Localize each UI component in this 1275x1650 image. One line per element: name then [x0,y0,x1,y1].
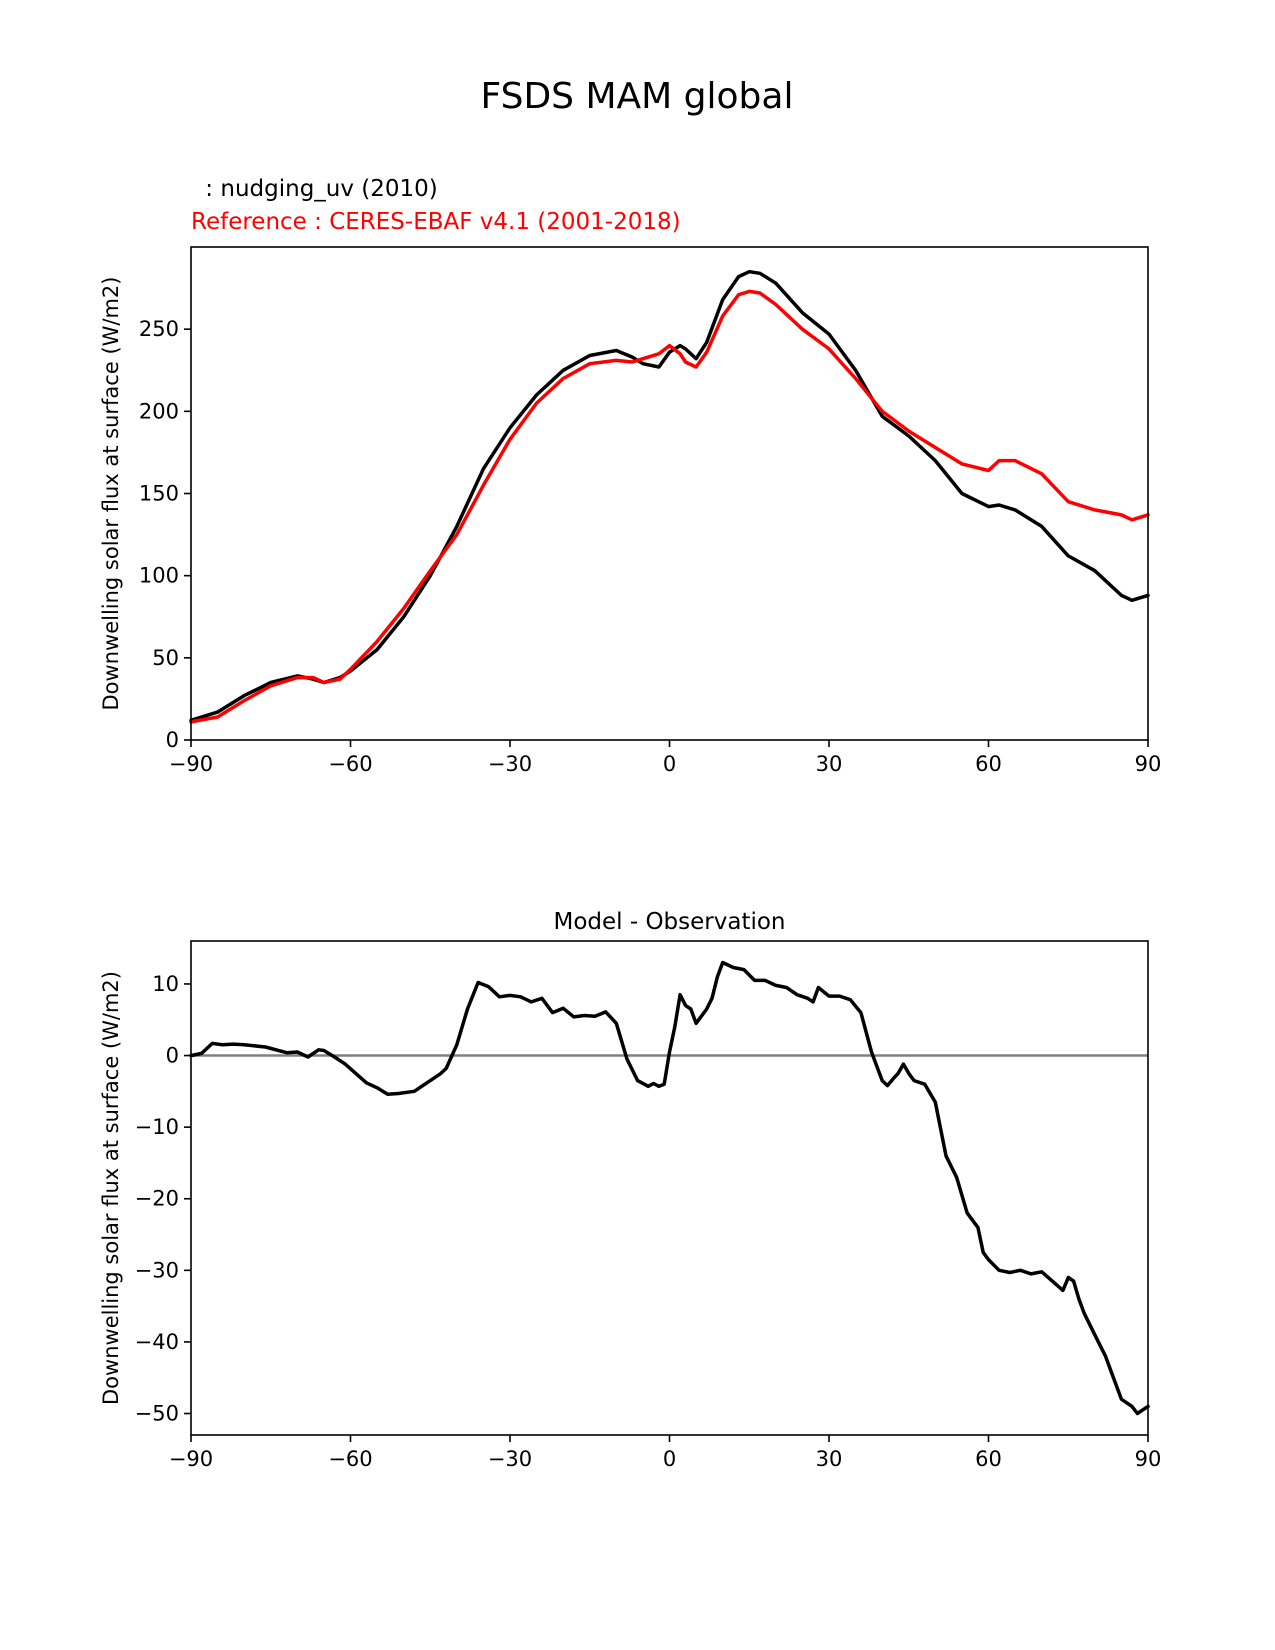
y-axis-label: Downwelling solar flux at surface (W/m2) [99,277,123,711]
x-tick-label: 60 [975,1447,1002,1471]
series-line-model [189,960,1150,1416]
y-tick-label: 0 [166,728,179,752]
y-tick-label: 100 [139,564,179,588]
figure-title: FSDS MAM global [481,76,794,117]
y-tick-label: −20 [135,1187,179,1211]
x-tick-label: 60 [975,752,1002,776]
x-tick-label: 30 [816,752,843,776]
x-tick-label: −30 [488,1447,532,1471]
x-tick-label: −90 [169,1447,213,1471]
x-tick-label: 0 [663,1447,676,1471]
reference-label: Reference : CERES-EBAF v4.1 (2001-2018) [191,209,681,235]
y-tick-label: −10 [135,1115,179,1139]
x-tick-label: −90 [169,752,213,776]
plot-frame [190,940,1149,1436]
x-tick-label: −60 [328,1447,372,1471]
plot-title: Model - Observation [553,909,785,935]
series-line-reference [189,289,1150,724]
y-tick-label: 50 [152,646,179,670]
y-tick-label: 200 [139,399,179,423]
test-case-label: : nudging_uv (2010) [198,176,438,202]
x-tick-label: 30 [816,1447,843,1471]
plot-frame [190,246,1149,741]
series-line-model [189,269,1150,723]
x-tick-label: −60 [328,752,372,776]
difference-plot-axes: Model - Observation −90 −60 −30 0 30 60 90 10 0 −1… [99,909,1161,1471]
y-tick-label: 150 [139,482,179,506]
y-tick-label: 250 [139,317,179,341]
x-tick-label: 90 [1135,752,1162,776]
top-plot-axes: −90 −60 −30 0 30 60 90 0 50 100 150 200 250 Downwelli… [99,246,1162,776]
x-tick-label: 0 [663,752,676,776]
y-tick-label: 10 [152,972,179,996]
y-tick-label: 0 [166,1044,179,1068]
x-tick-label: −30 [488,752,532,776]
y-axis-label: Downwelling solar flux at surface (W/m2) [99,971,123,1405]
x-tick-label: 90 [1135,1447,1162,1471]
y-tick-label: −30 [135,1258,179,1282]
y-tick-label: −40 [135,1330,179,1354]
y-tick-label: −50 [135,1402,179,1426]
